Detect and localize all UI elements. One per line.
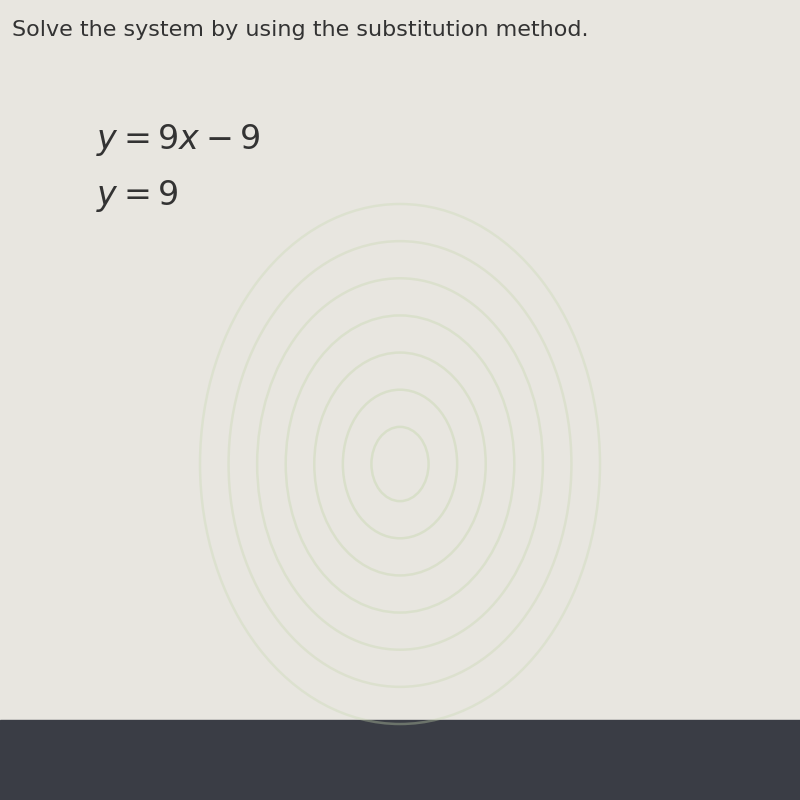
Bar: [0, 720, 800, 800]
Text: $y = 9$: $y = 9$: [96, 178, 178, 214]
Text: Solve the system by using the substitution method.: Solve the system by using the substituti…: [12, 20, 589, 40]
Text: $y = 9x - 9$: $y = 9x - 9$: [96, 122, 260, 158]
